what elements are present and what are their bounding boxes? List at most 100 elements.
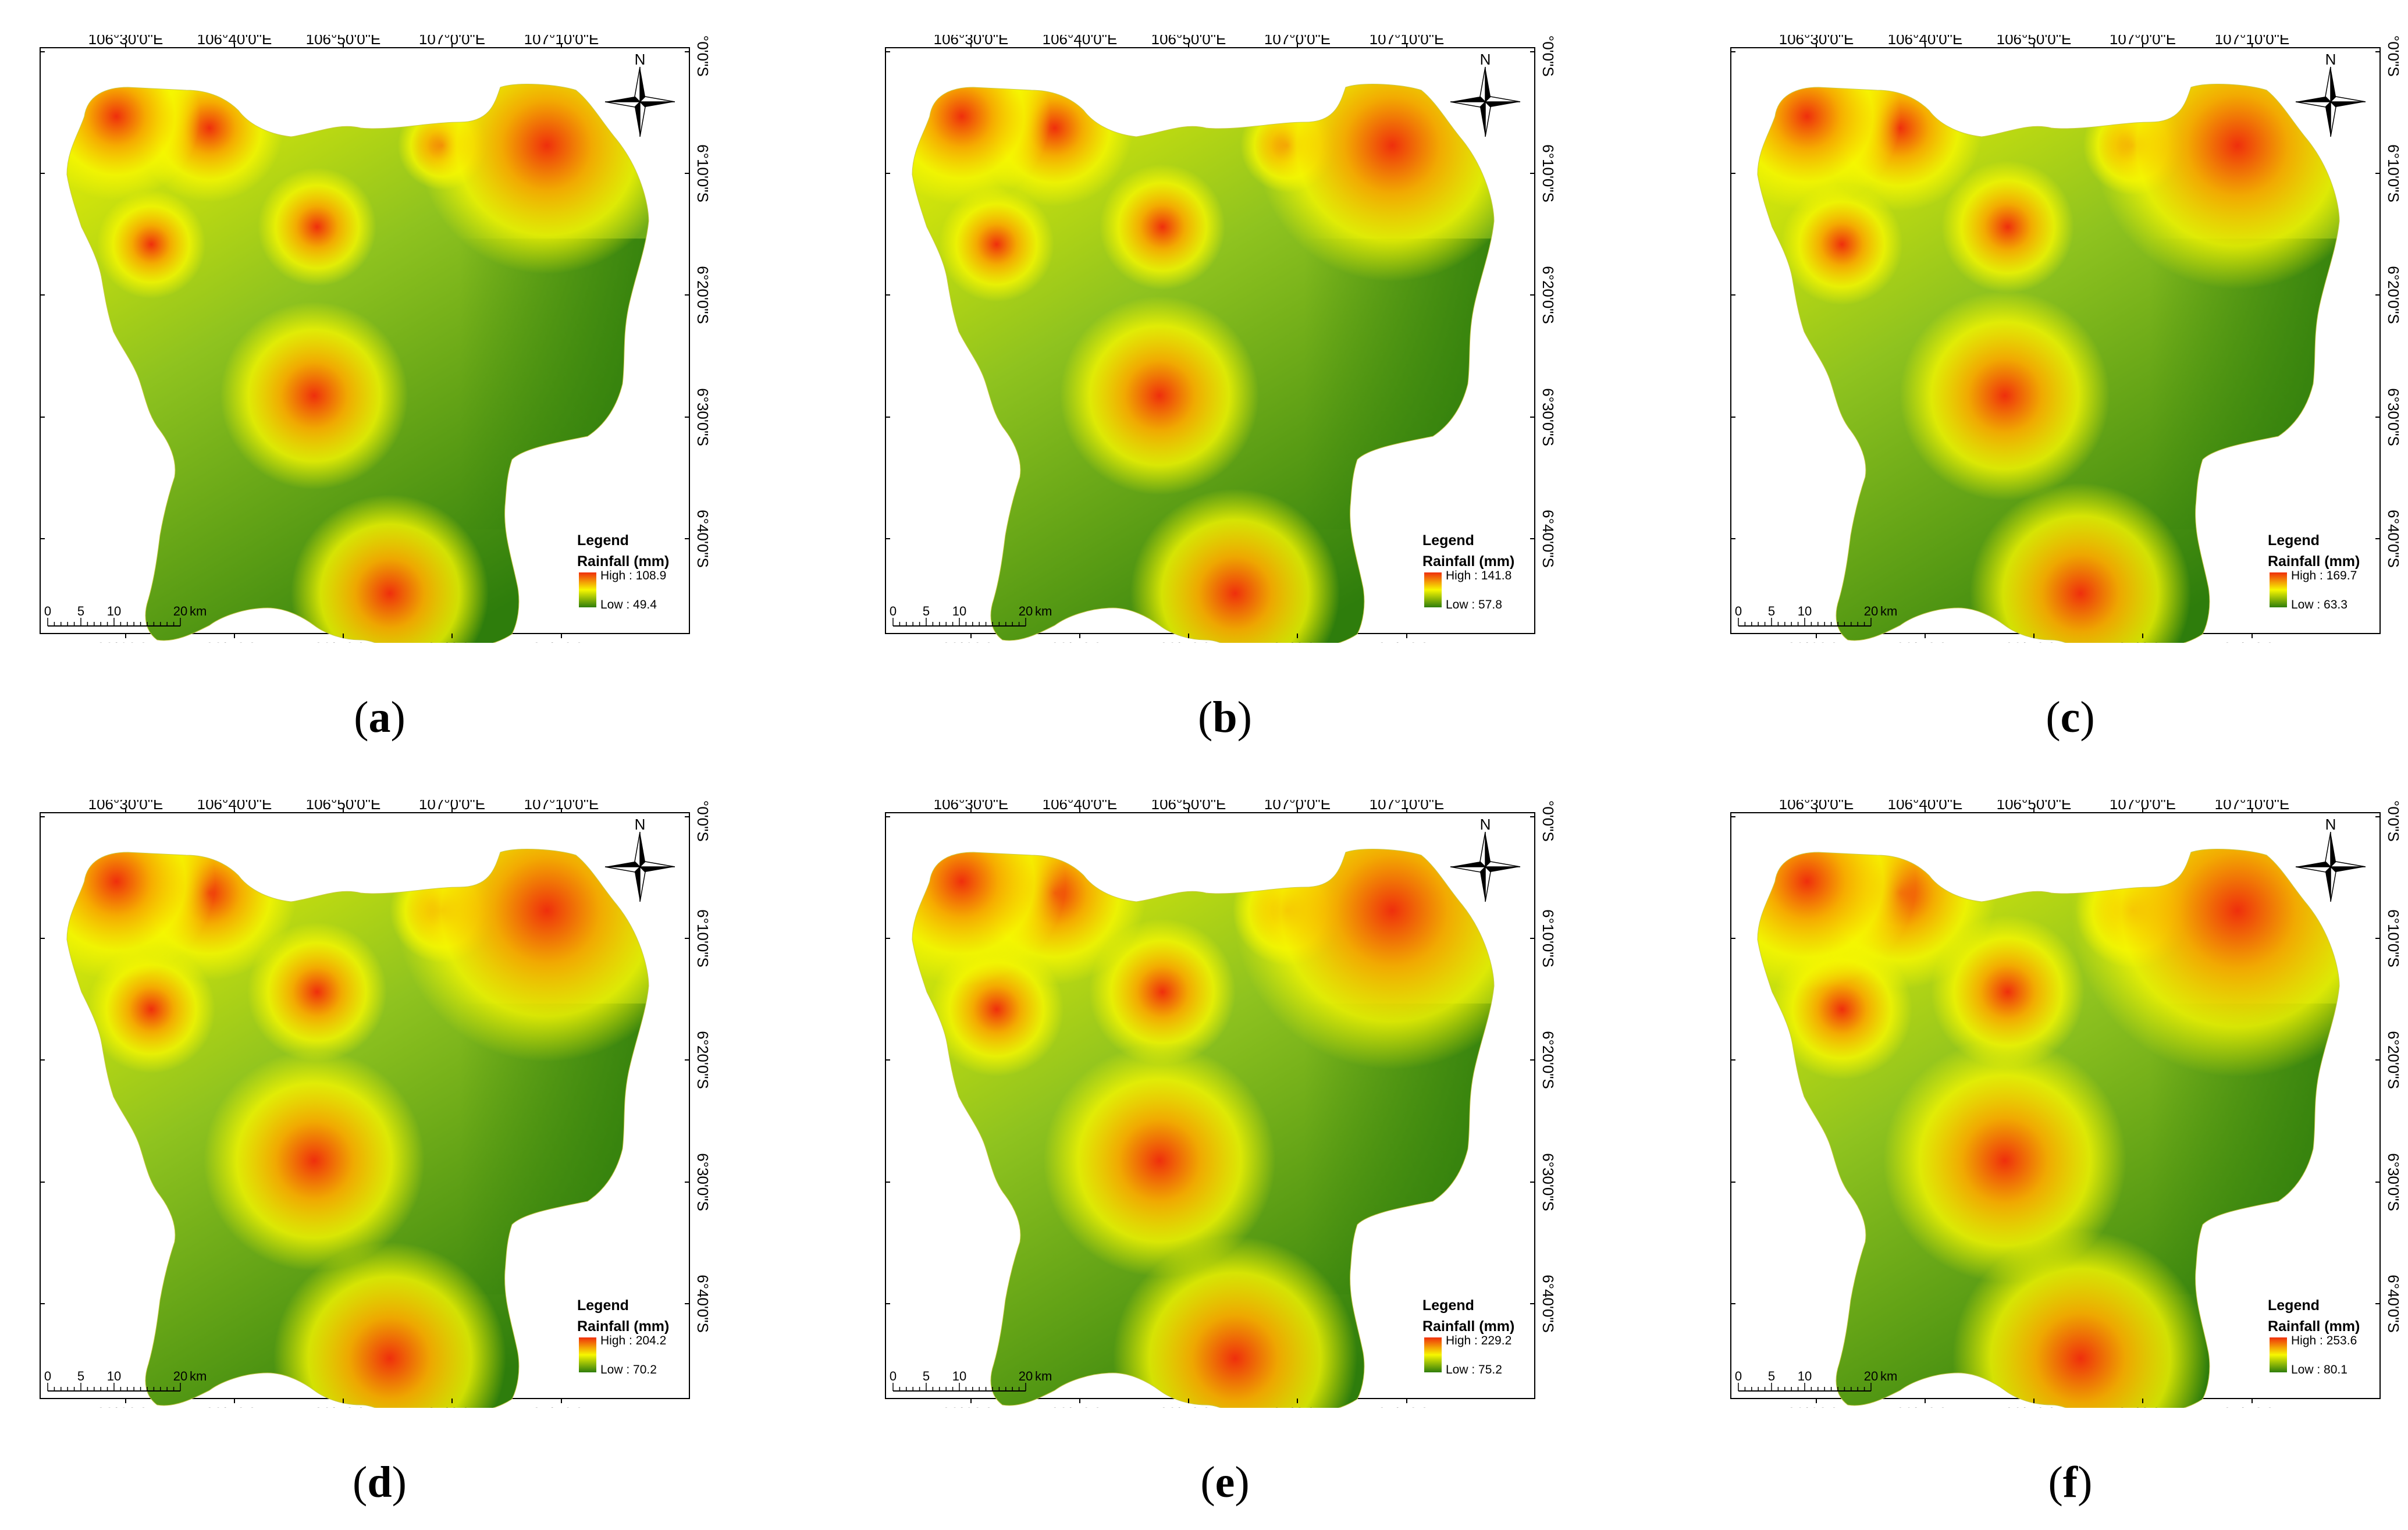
legend-subtitle: Rainfall (mm) — [577, 1318, 669, 1335]
legend-title: Legend — [577, 1297, 629, 1314]
bottom-lon-label: 106°40'0"E — [1888, 639, 1963, 643]
right-lat-label: 6°40'0"S — [2385, 1275, 2402, 1333]
panel-caption: (f) — [2048, 1458, 2093, 1507]
top-lon-label: 106°30'0"E — [934, 800, 1009, 813]
top-lon-label: 106°50'0"E — [306, 800, 381, 813]
right-lat-label: 6°0'0"S — [694, 800, 712, 842]
top-lon-label: 107°10'0"E — [524, 800, 599, 813]
right-lat-label: 6°10'0"S — [2385, 909, 2402, 967]
top-lon-label: 107°10'0"E — [524, 35, 599, 48]
top-lon-label: 106°30'0"E — [934, 35, 1009, 48]
legend-title: Legend — [1422, 532, 1474, 549]
right-lat-label: 6°0'0"S — [694, 35, 712, 77]
scale-tick-label: 20 — [1019, 1369, 1033, 1383]
legend-low-value: Low : 70.2 — [600, 1363, 657, 1376]
left-lat-label: 6°0'0"S — [1726, 800, 1728, 842]
top-lon-label: 107°0'0"E — [419, 35, 485, 48]
north-label: N — [1480, 51, 1491, 68]
bottom-lon-label: 107°0'0"E — [1264, 1404, 1331, 1408]
right-lat-label: 6°20'0"S — [694, 266, 712, 324]
panel-caption: (e) — [1200, 1458, 1250, 1507]
scale-tick-label: 5 — [77, 1369, 84, 1383]
right-lat-label: 6°20'0"S — [694, 1031, 712, 1089]
scale-bar: 0 5 10 20 km — [44, 1369, 207, 1392]
scale-bar: 0 5 10 20 km — [1735, 604, 1897, 627]
panel-caption: (d) — [353, 1458, 407, 1507]
map-panel-f: 106°30'0"E 106°30'0"E 106°40'0"E 106°40'0"E… — [1726, 800, 2408, 1408]
legend-high-value: High : 141.8 — [1446, 569, 1511, 582]
rainfall-surface — [912, 84, 1494, 643]
legend-high-value: High : 229.2 — [1446, 1334, 1511, 1347]
map-panel-a: 106°30'0"E 106°30'0"E 106°40'0"E 106°40'0"E… — [35, 35, 724, 643]
scale-bar: 0 5 10 20 km — [890, 604, 1052, 627]
scale-bar: 0 5 10 20 km — [890, 1369, 1052, 1392]
scale-tick-label: 10 — [1798, 1369, 1812, 1383]
left-lat-label: 6°20'0"S — [35, 266, 38, 324]
right-lat-label: 6°30'0"S — [1539, 388, 1557, 446]
bottom-lon-label: 106°50'0"E — [1997, 1404, 2072, 1408]
left-lat-label: 6°0'0"S — [35, 800, 38, 842]
left-lat-label: 6°20'0"S — [35, 1031, 38, 1089]
left-lat-label: 6°30'0"S — [1726, 1153, 1728, 1211]
top-lon-label: 107°0'0"E — [1264, 800, 1331, 813]
bottom-lon-label: 107°0'0"E — [419, 639, 485, 643]
right-lat-label: 6°0'0"S — [1539, 800, 1557, 842]
left-lat-label: 6°0'0"S — [880, 35, 883, 77]
bottom-lon-label: 107°0'0"E — [1264, 639, 1331, 643]
top-lon-label: 107°0'0"E — [1264, 35, 1331, 48]
top-lon-label: 106°30'0"E — [1779, 35, 1854, 48]
right-lat-label: 6°30'0"S — [2385, 1153, 2402, 1211]
top-lon-label: 107°0'0"E — [419, 800, 485, 813]
left-lat-label: 6°10'0"S — [1726, 144, 1728, 202]
scale-tick-label: 5 — [77, 604, 84, 618]
scale-tick-label: 10 — [952, 604, 966, 618]
legend-low-value: Low : 75.2 — [1446, 1363, 1502, 1376]
rainfall-surface — [67, 849, 649, 1408]
bottom-lon-label: 106°50'0"E — [1151, 639, 1226, 643]
scale-tick-label: 20 — [173, 1369, 187, 1383]
rainfall-surface — [912, 849, 1494, 1408]
legend-high-value: High : 253.6 — [2291, 1334, 2357, 1347]
north-label: N — [635, 51, 646, 68]
left-lat-label: 6°30'0"S — [880, 1153, 883, 1211]
north-arrow-icon: N — [2295, 816, 2366, 902]
legend: Legend Rainfall (mm)High : 204.2 Low : 70.… — [577, 1297, 669, 1376]
panel-caption: (b) — [1198, 693, 1252, 742]
north-label: N — [2325, 816, 2336, 833]
scale-tick-label: 20 — [1864, 1369, 1878, 1383]
scale-unit: km — [190, 1369, 207, 1383]
scale-unit: km — [1035, 604, 1052, 618]
right-lat-label: 6°0'0"S — [2385, 35, 2402, 77]
bottom-lon-label: 106°50'0"E — [1151, 1404, 1226, 1408]
bottom-lon-label: 106°30'0"E — [1779, 639, 1854, 643]
right-lat-label: 6°20'0"S — [1539, 266, 1557, 324]
scale-unit: km — [1880, 1369, 1897, 1383]
bottom-lon-label: 107°10'0"E — [2215, 1404, 2290, 1408]
map-panel-e: 106°30'0"E 106°30'0"E 106°40'0"E 106°40'0"E… — [880, 800, 1570, 1408]
top-lon-label: 106°40'0"E — [1043, 800, 1118, 813]
bottom-lon-label: 106°50'0"E — [1997, 639, 2072, 643]
bottom-lon-label: 106°30'0"E — [88, 639, 163, 643]
legend-low-value: Low : 80.1 — [2291, 1363, 2347, 1376]
right-lat-label: 6°40'0"S — [694, 510, 712, 568]
left-lat-label: 6°20'0"S — [880, 1031, 883, 1089]
left-lat-label: 6°0'0"S — [1726, 35, 1728, 77]
scale-tick-label: 0 — [44, 604, 51, 618]
left-lat-label: 6°10'0"S — [35, 144, 38, 202]
left-lat-label: 6°30'0"S — [35, 388, 38, 446]
left-lat-label: 6°40'0"S — [1726, 510, 1728, 568]
right-lat-label: 6°10'0"S — [2385, 144, 2402, 202]
scale-tick-label: 0 — [44, 1369, 51, 1383]
right-lat-label: 6°20'0"S — [2385, 1031, 2402, 1089]
scale-tick-label: 20 — [1019, 604, 1033, 618]
rainfall-map: 106°30'0"E 106°30'0"E 106°40'0"E 106°40'0"E… — [880, 800, 1557, 1408]
left-lat-label: 6°20'0"S — [1726, 266, 1728, 324]
left-lat-label: 6°0'0"S — [880, 800, 883, 842]
legend-subtitle: Rainfall (mm) — [2268, 1318, 2360, 1335]
bottom-lon-label: 107°10'0"E — [1370, 639, 1445, 643]
bottom-lon-label: 107°10'0"E — [524, 1404, 599, 1408]
bottom-lon-label: 106°30'0"E — [88, 1404, 163, 1408]
top-lon-label: 106°50'0"E — [1997, 800, 2072, 813]
right-lat-label: 6°20'0"S — [2385, 266, 2402, 324]
north-arrow-icon: N — [1450, 816, 1521, 902]
